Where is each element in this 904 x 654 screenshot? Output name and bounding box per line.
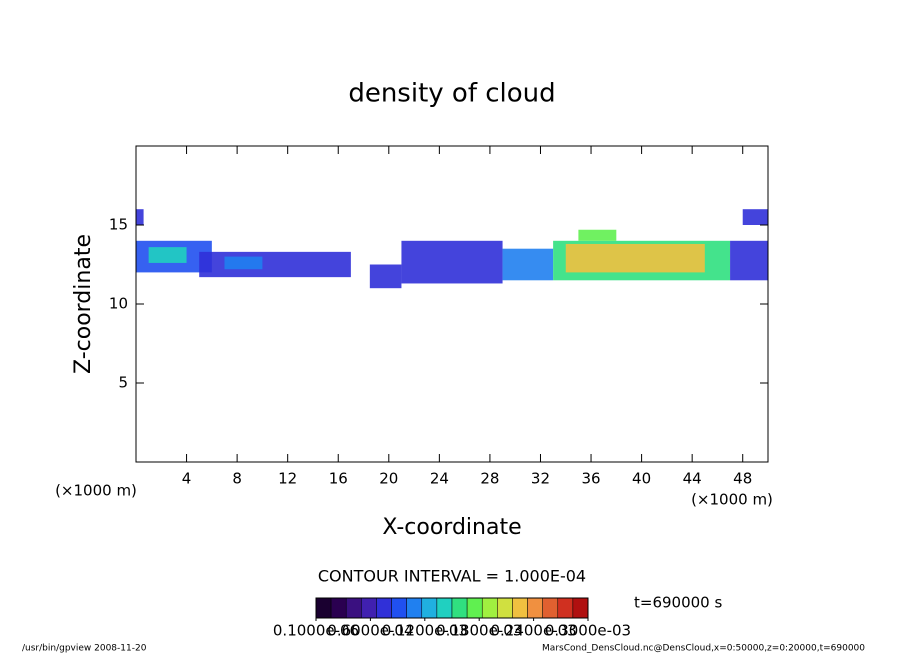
- cloud-patch: [502, 248, 554, 281]
- colorbar-swatch: [391, 597, 407, 619]
- x-tick-label: 12: [278, 470, 297, 488]
- y-tick-label: 15: [109, 216, 128, 234]
- colorbar-swatch: [512, 597, 528, 619]
- x-unit-right: (×1000 m): [691, 491, 773, 509]
- colorbar-frame: [315, 597, 589, 619]
- cloud-patch: [565, 243, 705, 273]
- y-tick-label: 10: [109, 295, 128, 313]
- y-axis-label: Z-coordinate: [71, 234, 96, 374]
- colorbar-swatch: [376, 597, 392, 619]
- colorbar-label: 0.1200e-03: [382, 622, 468, 640]
- x-tick-label: 32: [531, 470, 550, 488]
- colorbar-swatch: [451, 597, 468, 619]
- colorbar-swatch: [315, 597, 332, 619]
- colorbar-label: 0.2400e-03: [490, 622, 576, 640]
- cloud-patch: [401, 240, 503, 284]
- x-tick-label: 4: [182, 470, 192, 488]
- colorbar-swatch: [436, 597, 453, 619]
- x-tick-label: 28: [480, 470, 499, 488]
- cloud-patch: [742, 209, 768, 225]
- colorbar-label: 0.3000e-03: [545, 622, 631, 640]
- cloud-patch: [148, 247, 187, 263]
- cloud-patch: [199, 251, 351, 278]
- time-label: t=690000 s: [634, 594, 722, 612]
- x-axis-label: X-coordinate: [382, 515, 521, 540]
- footer-left: /usr/bin/gpview 2008-11-20: [22, 644, 147, 654]
- cloud-patch: [369, 264, 402, 289]
- footer-right: MarsCond_DensCloud.nc@DensCloud,x=0:5000…: [542, 644, 865, 654]
- cloud-patch: [578, 229, 617, 241]
- colorbar-swatch: [542, 597, 559, 619]
- x-tick-label: 20: [379, 470, 398, 488]
- colorbar-swatch: [330, 597, 347, 619]
- colorbar-swatch: [421, 597, 438, 619]
- colorbar-swatch: [557, 597, 574, 619]
- colorbar-swatch: [466, 597, 483, 619]
- chart-title: density of cloud: [348, 79, 555, 109]
- colorbar-swatch: [497, 597, 513, 619]
- x-tick-label: 44: [683, 470, 702, 488]
- x-tick-label: 40: [632, 470, 651, 488]
- x-tick-label: 24: [430, 470, 449, 488]
- x-tick-label: 16: [329, 470, 348, 488]
- colorbar-swatch: [345, 597, 362, 619]
- cloud-patch: [730, 240, 768, 281]
- cloud-patch: [224, 256, 263, 270]
- cloud-patch: [136, 209, 144, 225]
- y-tick-label: 5: [118, 374, 128, 392]
- plot-frame: [135, 145, 769, 463]
- colorbar-swatch: [572, 597, 589, 619]
- colorbar-swatch: [361, 597, 377, 619]
- colorbar-swatch: [527, 597, 543, 619]
- contour-interval: CONTOUR INTERVAL = 1.000E-04: [318, 567, 586, 586]
- colorbar-swatch: [406, 597, 423, 619]
- colorbar-swatch: [481, 597, 498, 619]
- x-tick-label: 8: [232, 470, 242, 488]
- colorbar-label: 0.1800e-03: [436, 622, 522, 640]
- colorbar-label: 0.6000e-04: [327, 622, 413, 640]
- colorbar-label: 0.1000e-06: [273, 622, 359, 640]
- x-tick-label: 48: [733, 470, 752, 488]
- x-tick-label: 36: [581, 470, 600, 488]
- x-unit-left: (×1000 m): [55, 482, 137, 500]
